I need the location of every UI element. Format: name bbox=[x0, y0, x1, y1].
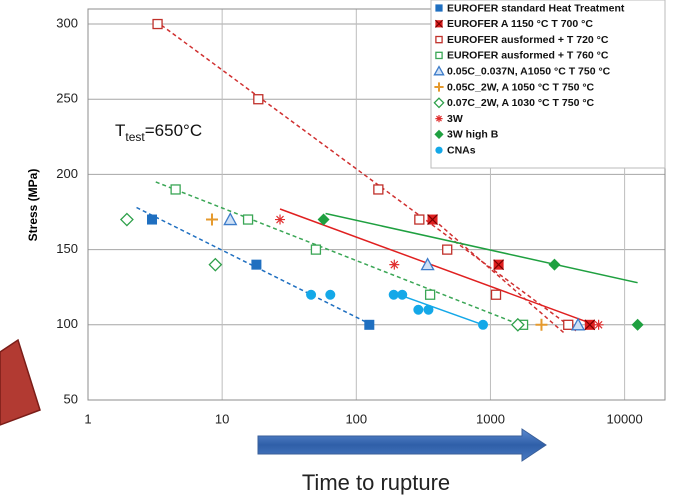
legend-label: CNAs bbox=[447, 144, 476, 156]
data-point bbox=[563, 319, 574, 330]
legend-label: EUROFER ausformed + T 720 °C bbox=[447, 34, 609, 46]
y-tick-label: 50 bbox=[64, 391, 78, 406]
x-tick-label: 100 bbox=[345, 411, 367, 426]
legend-label: EUROFER A 1150 °C T 700 °C bbox=[447, 18, 593, 30]
legend-label: 0.07C_2W, A 1030 °C T 750 °C bbox=[447, 97, 595, 109]
data-point bbox=[427, 214, 438, 225]
trendline bbox=[325, 212, 638, 284]
plot-border bbox=[87, 8, 666, 401]
data-point bbox=[424, 289, 436, 300]
data-point bbox=[413, 304, 424, 315]
data-point bbox=[510, 317, 525, 332]
legend-label: EUROFER standard Heat Treatment bbox=[447, 2, 625, 14]
data-point bbox=[275, 214, 286, 225]
time-arrow bbox=[257, 428, 547, 462]
trendline bbox=[155, 181, 529, 329]
data-point bbox=[631, 318, 644, 331]
data-point bbox=[420, 257, 435, 271]
data-point bbox=[373, 184, 384, 195]
annotation-rest: =650°C bbox=[145, 121, 202, 140]
legend-marker bbox=[435, 51, 443, 60]
marker-cross bbox=[427, 214, 438, 225]
legend-label: 0.05C_0.037N, A1050 °C T 750 °C bbox=[447, 65, 611, 77]
legend-marker bbox=[433, 65, 445, 76]
data-point bbox=[152, 18, 163, 30]
data-point bbox=[170, 184, 181, 195]
legend-marker bbox=[434, 82, 444, 92]
data-point bbox=[478, 319, 489, 330]
data-point bbox=[205, 213, 218, 226]
legend-label: EUROFER ausformed + T 760 °C bbox=[447, 50, 609, 62]
legend-label: 3W high B bbox=[447, 129, 499, 141]
data-point bbox=[493, 259, 505, 271]
y-axis-label: Stress (MPa) bbox=[26, 169, 40, 242]
legend-label: 0.05C_2W, A 1050 °C T 750 °C bbox=[447, 81, 595, 93]
y-tick-label: 150 bbox=[56, 241, 78, 256]
data-point bbox=[490, 289, 502, 300]
data-point bbox=[223, 212, 238, 226]
legend-box bbox=[430, 0, 666, 169]
legend-marker bbox=[435, 35, 443, 44]
data-point bbox=[364, 319, 375, 330]
data-point bbox=[593, 319, 604, 330]
data-point bbox=[310, 244, 322, 255]
legend-marker bbox=[434, 129, 444, 139]
trendline bbox=[155, 20, 579, 333]
data-point bbox=[423, 304, 434, 315]
y-tick-label: 100 bbox=[56, 316, 78, 331]
legend-marker bbox=[435, 115, 443, 123]
data-point bbox=[570, 317, 586, 331]
data-point bbox=[548, 258, 561, 271]
data-point bbox=[584, 319, 596, 331]
annotation: Ttest=650°C bbox=[115, 121, 202, 144]
x-tick-label: 1000 bbox=[476, 411, 505, 426]
x-axis-label: Time to rupture bbox=[302, 470, 450, 495]
data-point bbox=[119, 212, 134, 227]
data-point bbox=[389, 259, 400, 270]
data-point bbox=[208, 257, 223, 272]
data-point bbox=[306, 289, 317, 300]
legend-label: 3W bbox=[447, 113, 463, 125]
data-point bbox=[388, 289, 399, 300]
red-arrow bbox=[0, 338, 41, 426]
marker-cross bbox=[434, 19, 444, 28]
data-point bbox=[535, 318, 548, 331]
data-point bbox=[251, 259, 262, 270]
data-point bbox=[325, 289, 336, 300]
legend: EUROFER standard Heat Treatment EUROFER A… bbox=[430, 0, 666, 169]
x-tick-label: 10 bbox=[215, 411, 229, 426]
trendline bbox=[279, 208, 596, 326]
legend-marker bbox=[434, 19, 444, 28]
data-point bbox=[414, 214, 425, 225]
data-point bbox=[442, 244, 453, 255]
x-tick-label: 1 bbox=[84, 411, 91, 426]
trendline bbox=[427, 214, 566, 335]
y-tick-label: 300 bbox=[56, 15, 78, 30]
annotation-sub: test bbox=[125, 130, 145, 144]
annotation-base: T bbox=[115, 121, 125, 140]
legend-marker bbox=[435, 4, 443, 12]
data-point bbox=[147, 214, 158, 225]
y-tick-label: 250 bbox=[56, 91, 78, 106]
data-point bbox=[317, 213, 330, 226]
legend-marker bbox=[433, 97, 445, 109]
data-point bbox=[242, 214, 254, 225]
legend-marker bbox=[435, 146, 443, 154]
x-tick-label: 10000 bbox=[607, 411, 643, 426]
y-tick-label: 200 bbox=[56, 166, 78, 181]
marker-cross bbox=[493, 259, 505, 271]
data-point bbox=[253, 94, 264, 105]
marker-cross bbox=[584, 319, 596, 331]
trendline bbox=[136, 206, 372, 326]
data-point bbox=[397, 289, 408, 300]
